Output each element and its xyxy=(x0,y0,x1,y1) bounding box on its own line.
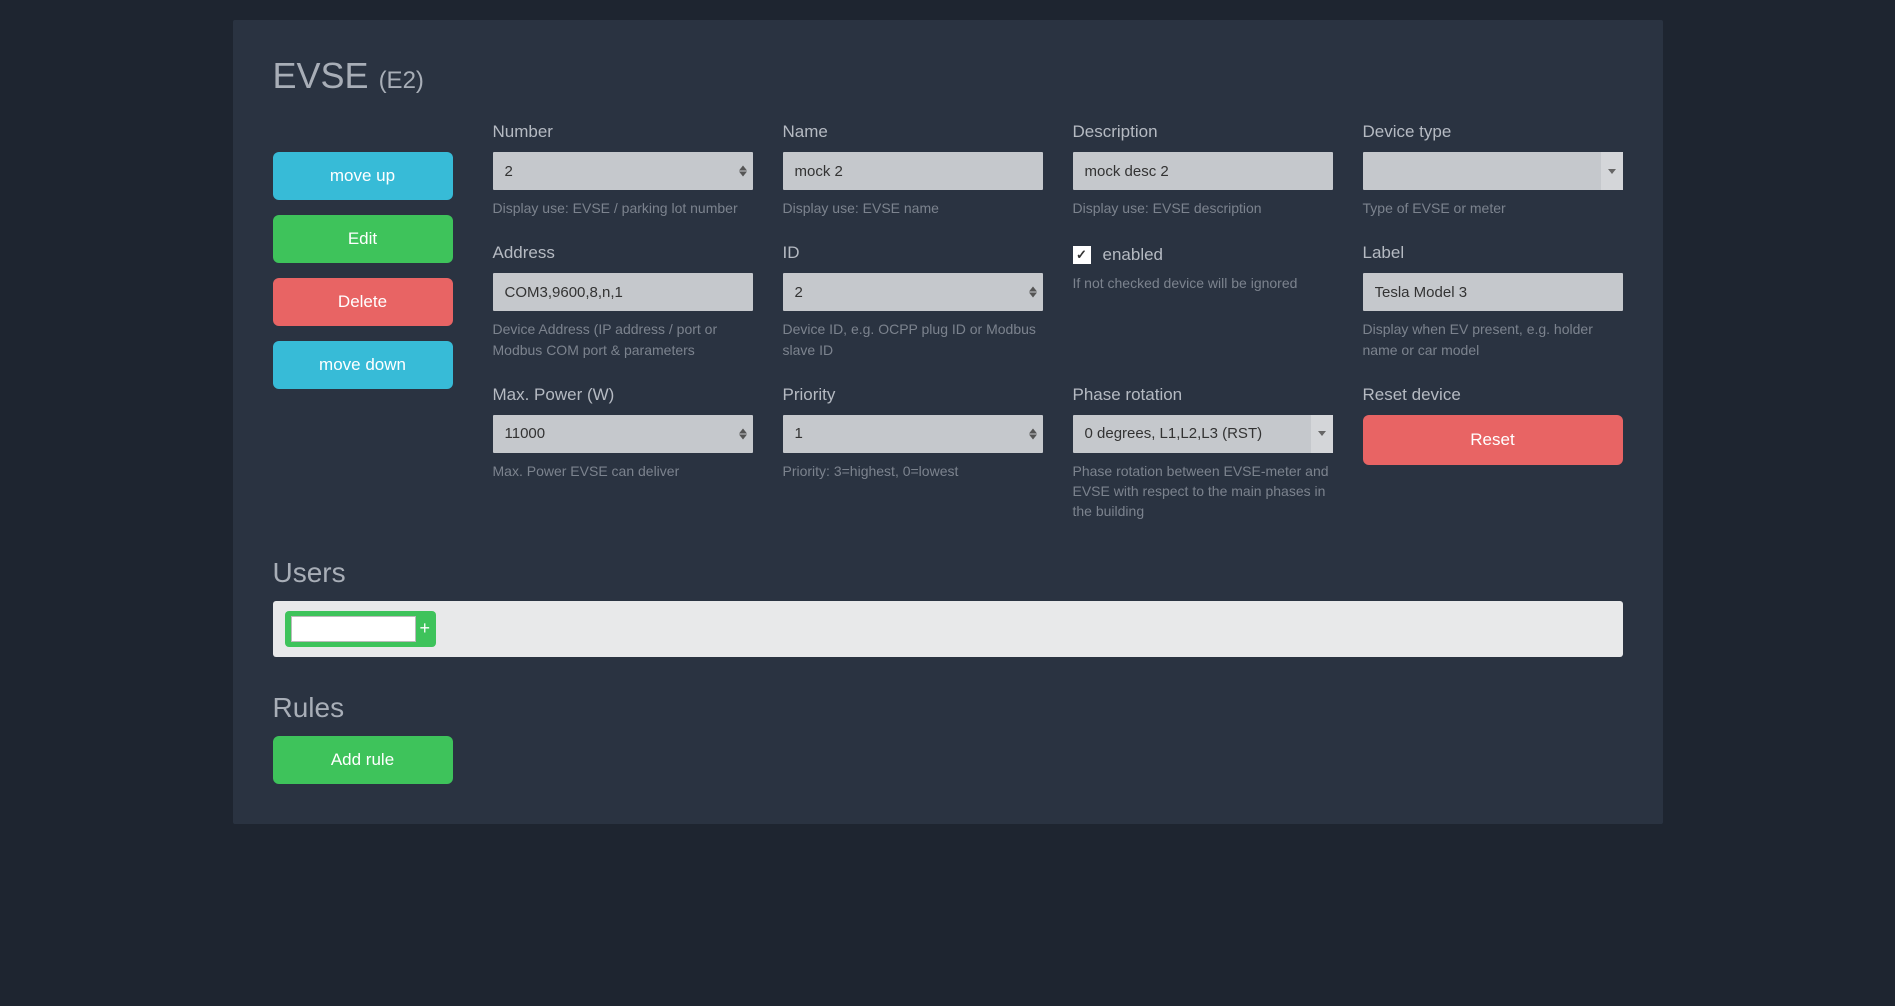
name-input[interactable] xyxy=(783,152,1043,190)
address-input[interactable] xyxy=(493,273,753,311)
name-label: Name xyxy=(783,122,1043,142)
name-help: Display use: EVSE name xyxy=(783,198,1043,218)
reset-button[interactable]: Reset xyxy=(1363,415,1623,465)
max-power-spinner-icon xyxy=(739,428,747,439)
id-help: Device ID, e.g. OCPP plug ID or Modbus s… xyxy=(783,319,1043,360)
move-down-button[interactable]: move down xyxy=(273,341,453,389)
number-spinner-icon xyxy=(739,166,747,177)
field-device-type: Device type Type of EVSE or meter xyxy=(1363,122,1623,218)
id-label: ID xyxy=(783,243,1043,263)
field-phase-rotation: Phase rotation Phase rotation between EV… xyxy=(1073,385,1333,522)
number-input[interactable] xyxy=(493,152,753,190)
action-column: move up Edit Delete move down xyxy=(273,122,453,522)
number-help: Display use: EVSE / parking lot number xyxy=(493,198,753,218)
id-input[interactable] xyxy=(783,273,1043,311)
rules-title: Rules xyxy=(273,692,1623,724)
field-id: ID Device ID, e.g. OCPP plug ID or Modbu… xyxy=(783,243,1043,360)
title-text: EVSE xyxy=(273,55,369,96)
enabled-help: If not checked device will be ignored xyxy=(1073,273,1333,293)
field-max-power: Max. Power (W) Max. Power EVSE can deliv… xyxy=(493,385,753,522)
enabled-label: enabled xyxy=(1103,245,1164,265)
max-power-input[interactable] xyxy=(493,415,753,453)
description-label: Description xyxy=(1073,122,1333,142)
field-priority: Priority Priority: 3=highest, 0=lowest xyxy=(783,385,1043,522)
delete-button[interactable]: Delete xyxy=(273,278,453,326)
priority-help: Priority: 3=highest, 0=lowest xyxy=(783,461,1043,481)
max-power-label: Max. Power (W) xyxy=(493,385,753,405)
reset-label: Reset device xyxy=(1363,385,1623,405)
field-description: Description Display use: EVSE descriptio… xyxy=(1073,122,1333,218)
add-rule-button[interactable]: Add rule xyxy=(273,736,453,784)
users-bar: + xyxy=(273,601,1623,657)
field-number: Number Display use: EVSE / parking lot n… xyxy=(493,122,753,218)
enabled-checkbox[interactable]: ✓ xyxy=(1073,246,1091,264)
label-label: Label xyxy=(1363,243,1623,263)
plus-icon[interactable]: + xyxy=(420,618,431,639)
field-label: Label Display when EV present, e.g. hold… xyxy=(1363,243,1623,360)
id-spinner-icon xyxy=(1029,287,1037,298)
edit-button[interactable]: Edit xyxy=(273,215,453,263)
description-input[interactable] xyxy=(1073,152,1333,190)
title-subtitle: (E2) xyxy=(379,67,424,94)
priority-input[interactable] xyxy=(783,415,1043,453)
user-add-input[interactable] xyxy=(291,616,416,642)
field-enabled: ✓ enabled If not checked device will be … xyxy=(1073,243,1333,360)
priority-spinner-icon xyxy=(1029,428,1037,439)
phase-rotation-label: Phase rotation xyxy=(1073,385,1333,405)
label-input[interactable] xyxy=(1363,273,1623,311)
device-type-help: Type of EVSE or meter xyxy=(1363,198,1623,218)
device-type-select[interactable] xyxy=(1363,152,1623,190)
device-type-label: Device type xyxy=(1363,122,1623,142)
number-label: Number xyxy=(493,122,753,142)
form-grid: Number Display use: EVSE / parking lot n… xyxy=(493,122,1623,522)
field-reset: Reset device Reset xyxy=(1363,385,1623,522)
phase-rotation-help: Phase rotation between EVSE-meter and EV… xyxy=(1073,461,1333,522)
users-title: Users xyxy=(273,557,1623,589)
move-up-button[interactable]: move up xyxy=(273,152,453,200)
page-title: EVSE (E2) xyxy=(273,55,1623,97)
description-help: Display use: EVSE description xyxy=(1073,198,1333,218)
evse-config-panel: EVSE (E2) move up Edit Delete move down … xyxy=(233,20,1663,824)
user-add-widget: + xyxy=(285,611,437,647)
max-power-help: Max. Power EVSE can deliver xyxy=(493,461,753,481)
address-label: Address xyxy=(493,243,753,263)
address-help: Device Address (IP address / port or Mod… xyxy=(493,319,753,360)
label-help: Display when EV present, e.g. holder nam… xyxy=(1363,319,1623,360)
phase-rotation-select[interactable] xyxy=(1073,415,1333,453)
field-address: Address Device Address (IP address / por… xyxy=(493,243,753,360)
priority-label: Priority xyxy=(783,385,1043,405)
field-name: Name Display use: EVSE name xyxy=(783,122,1043,218)
